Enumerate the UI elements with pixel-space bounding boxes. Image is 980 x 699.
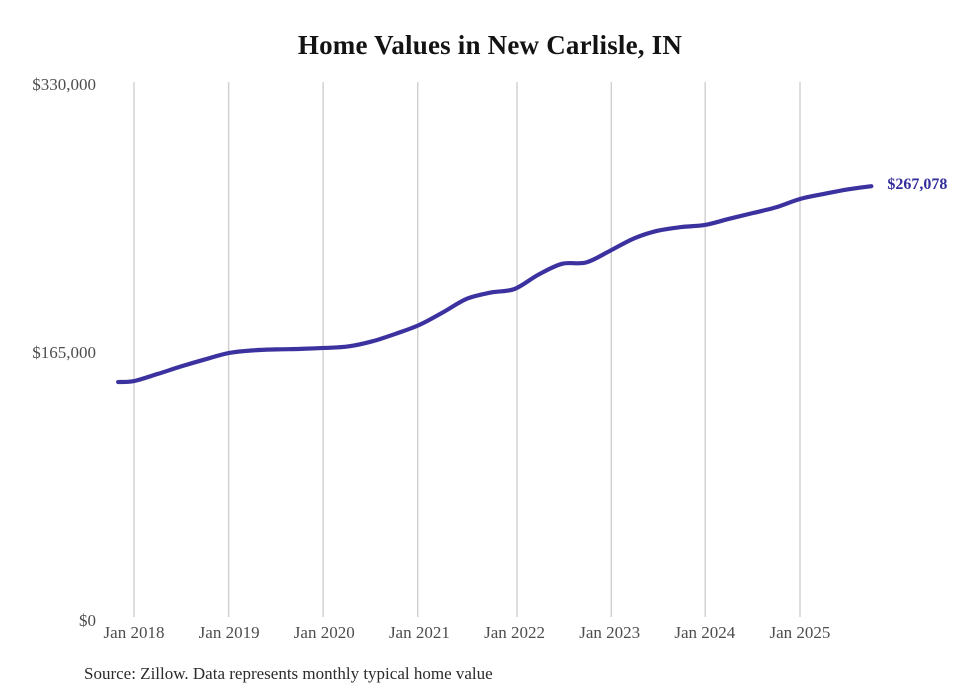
y-axis-tick-label-0: $0 (79, 611, 96, 630)
x-axis-tick-label-jan-2023: Jan 2023 (579, 623, 641, 642)
y-axis-tick-label-165000: $165,000 (32, 343, 96, 362)
end-value-annotation: $267,078 (887, 176, 948, 194)
series-line-typical-home-value (116, 184, 874, 385)
vertical-gridlines (133, 82, 801, 617)
x-axis-tick-label-jan-2022: Jan 2022 (484, 623, 546, 642)
y-axis-tick-label-330000: $330,000 (32, 75, 96, 94)
x-axis-tick-label-jan-2024: Jan 2024 (674, 623, 736, 642)
x-axis-tick-label-jan-2021: Jan 2021 (388, 623, 450, 642)
source-note: Source: Zillow. Data represents monthly … (84, 664, 493, 683)
chart-title: Home Values in New Carlisle, IN (297, 30, 683, 60)
x-axis-tick-label-jan-2019: Jan 2019 (198, 623, 260, 642)
x-axis-tick-label-jan-2020: Jan 2020 (293, 623, 355, 642)
x-axis-tick-label-jan-2018: Jan 2018 (103, 623, 165, 642)
x-axis-tick-label-jan-2025: Jan 2025 (769, 623, 831, 642)
